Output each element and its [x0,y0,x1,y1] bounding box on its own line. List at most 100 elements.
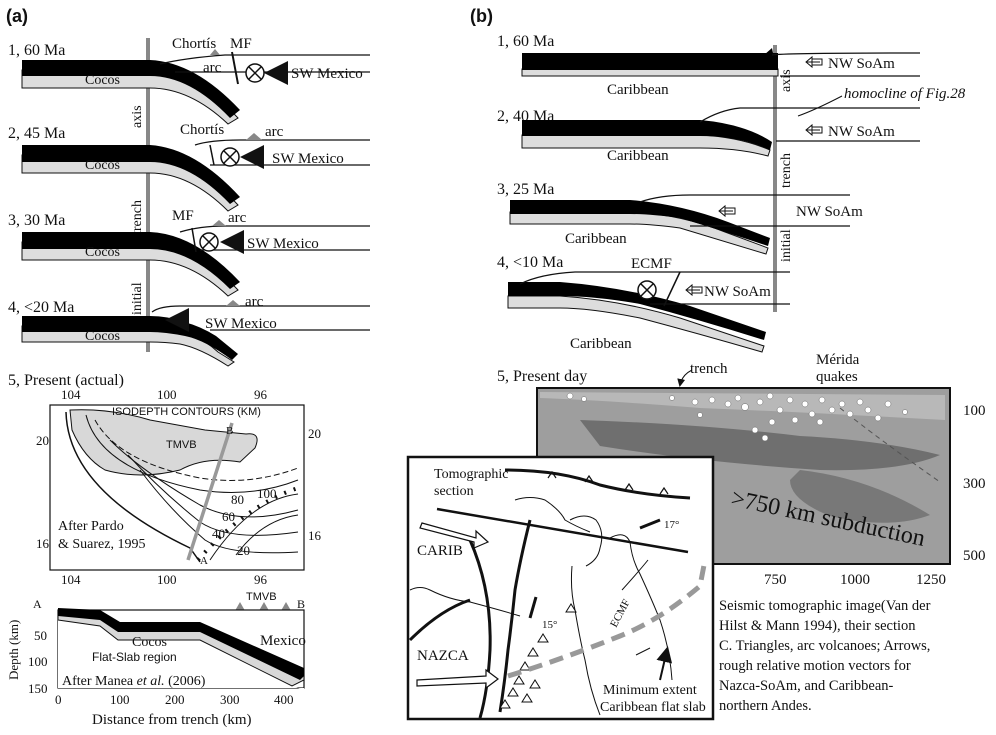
fault-line [209,144,215,166]
distance-tick: 400 [274,692,294,707]
section-flat-slab: Flat-Slab region [92,650,177,664]
cocos-slab [22,145,240,204]
profile-line [186,422,234,561]
stage-a1: 1, 60 Ma Cocos Chortís MF arc SW Mexico [8,36,370,125]
upper-label-chortis: Chortís [180,122,224,138]
flat-slab-extent-line [507,559,708,679]
plate-label: Caribbean [570,336,632,352]
caribbean-slab-lower [507,295,765,353]
map-credit-line2: & Suarez, 1995 [58,537,145,552]
inset-extent-line2: Caribbean flat slab [600,700,706,715]
caption-line: Hilst & Mann 1994), their section [719,618,916,634]
into-page-cross [248,66,262,80]
upper-label-arc: arc [228,210,247,226]
panel-a-label: (a) [6,6,28,26]
tomo-dark-anomaly [790,470,930,523]
earthquake-markers [566,392,908,442]
distance-tick: 300 [220,692,240,707]
extent-arrow-icon [656,646,673,681]
fault-ecmf [663,271,681,307]
present-a-label: 5, Present (actual) [8,372,124,389]
section-end-a: A [33,597,42,611]
distance-tick: 0 [55,692,62,707]
upper-label-soam: NW SoAm [796,204,863,220]
contour-line [139,469,299,554]
coastline [609,534,673,681]
stage-b4-label: 4, <10 Ma [497,254,563,271]
profile-end-b: B [226,425,233,437]
carib-motion-arrow-icon [419,522,490,549]
upper-label-chortis: Chortís [172,36,216,52]
plate-label: Caribbean [607,148,669,164]
plate-label: Cocos [85,73,120,88]
axis-word-b-axis: axis [779,69,794,92]
cocos-slab [58,608,304,680]
axis-word-a-axis: axis [130,105,145,128]
into-page-cross [202,235,216,249]
motion-arrow-hollow-icon [685,283,703,297]
mexico-isodepth-map: 104 100 96 ISODEPTH CONTOURS (KM) TMVB 8… [36,387,322,587]
motion-arrow-hollow-icon [805,123,823,137]
upper-label-mf: MF [172,208,194,224]
upper-label-arc: arc [265,124,284,140]
caribbean-slab [522,120,772,150]
caribbean-slab [522,53,778,70]
inset-extent-line1: Minimum extent [603,683,697,698]
upper-plate-top [179,225,370,233]
profile-end-a: A [200,555,208,567]
stage-a1-label: 1, 60 Ma [8,42,65,59]
arc-volcano [212,220,226,226]
stage-b2: 2, 40 Ma homocline of Fig.28 Caribbean N… [497,86,966,164]
present-b-label: 5, Present day [497,368,587,385]
axis-word-a-trench: trench [130,200,145,235]
tomo-distance-tick: 750 [764,572,787,588]
panel-b-label: (b) [470,6,493,26]
stage-b3-label: 3, 25 Ma [497,181,554,198]
section-x-label: Distance from trench (km) [92,712,252,728]
note-leader-line [797,95,843,117]
fault-trace [635,647,651,656]
tomo-depth-tick: 500 [963,548,986,564]
section-mexico: Mexico [260,633,306,649]
into-page-cross [640,283,654,297]
motion-arrow-hollow-icon [718,204,736,218]
fault-trace [621,559,649,591]
inset-frame [406,455,715,721]
tomo-distance-tick: 1000 [840,572,870,588]
contour-label: 60 [222,509,235,524]
into-page-cross [223,150,237,164]
slab-tip-icon [764,48,774,58]
motion-arrow-hollow-icon [805,55,823,69]
lat-tick: 20 [308,426,321,441]
cocos-slab [22,60,240,118]
axis-word-b-trench: trench [779,153,794,188]
slab-dip-marker [528,596,538,619]
upper-plate-top [639,194,850,203]
tomo-dark-anomaly [580,420,940,471]
caribbean-inset-map: Tomographic section CARIB NAZCA 15° 17° … [406,455,715,721]
contour-line [235,514,299,556]
arc-volcano [246,133,262,140]
inset-section-line2: section [434,484,474,499]
upper-plate-top [519,271,790,285]
contour-label: 20 [237,543,250,558]
section-tmvb: TMVB [246,591,277,603]
coastline [570,565,601,716]
lon-tick: 104 [61,572,81,587]
depth-tick: 100 [28,654,48,669]
fault-ecmf-label: ECMF [631,256,672,272]
coastline [514,497,591,533]
lat-tick: 16 [36,536,50,551]
lon-tick: 96 [254,387,268,402]
lon-tick: 104 [61,387,81,402]
contour-line [94,419,299,481]
plate-label: Cocos [85,329,120,344]
tomo-depth-tick: 100 [963,403,986,419]
inset-carib: CARIB [417,543,463,559]
plate-boundary [468,539,492,719]
trench-boundary [498,519,532,713]
trench-arrow-icon [677,369,693,387]
inset-angle2: 17° [664,519,679,531]
tomo-depth-tick: 300 [963,476,986,492]
arc-volcano [226,300,240,306]
